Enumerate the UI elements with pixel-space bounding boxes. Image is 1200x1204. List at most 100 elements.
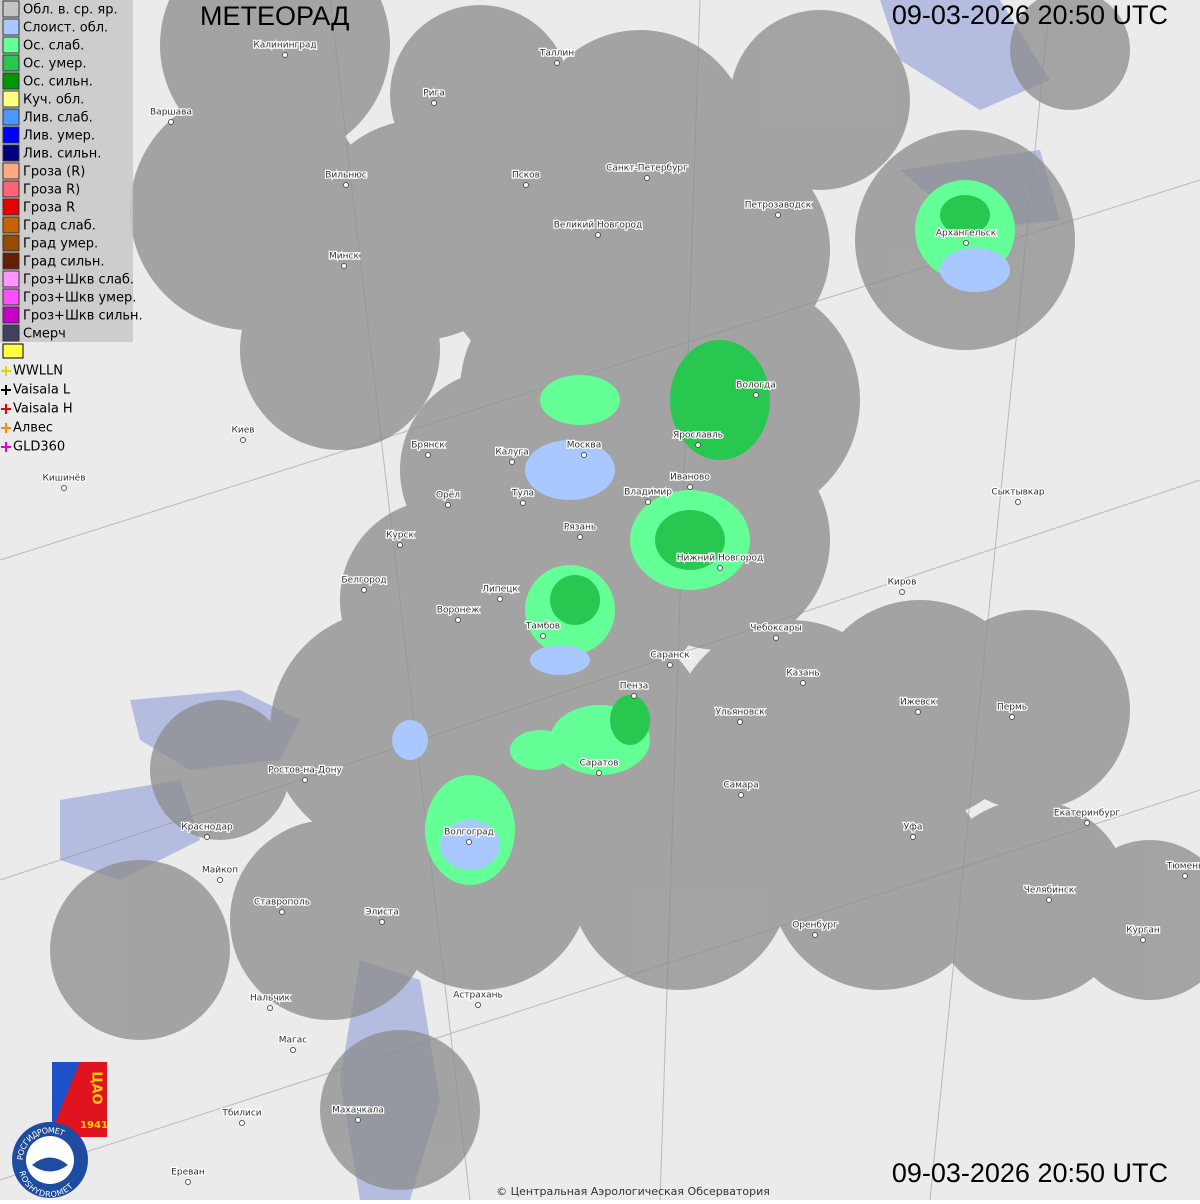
legend-label: Ос. слаб. [23,39,84,54]
legend-swatch [2,72,20,90]
city-dot [355,1117,361,1123]
legend-panel [0,0,133,342]
city-label: Варшава [150,108,192,118]
legend-swatch [2,18,20,36]
city-dot [899,589,905,595]
city-dot [509,459,515,465]
city-label: Минск [329,252,359,262]
legend-label: Ос. умер. [23,57,87,72]
city-label: Тамбов [525,622,560,632]
legend-label: Град слаб. [23,219,96,234]
city-label: Пермь [997,703,1027,713]
radar-circle [770,770,990,990]
legend-swatch [2,90,20,108]
city-label: Пенза [620,682,649,692]
lightning-label: GLD360 [13,440,65,455]
city-dot [581,452,587,458]
city-label: Магас [279,1036,308,1046]
city-dot [343,182,349,188]
city-label: Тула [511,489,534,499]
radar-circle [1010,0,1130,110]
precipitation [392,180,1015,885]
legend-swatch [2,234,20,252]
city-dot [773,635,779,641]
city-dot [290,1047,296,1053]
city-dot [204,834,210,840]
city-dot [1009,714,1015,720]
radar-circle [150,700,290,840]
city-dot [577,534,583,540]
legend-label: Гроз+Шкв сильн. [23,309,143,324]
city-label: Сыктывкар [991,488,1044,498]
city-dot [667,662,673,668]
city-label: Брянск [411,441,445,451]
city-label: Ростов-на-Дону [268,766,342,776]
city-label: Ижевск [900,698,937,708]
legend-swatch [2,198,20,216]
city-label: Уфа [904,823,923,833]
legend-label: Лив. слаб. [23,111,93,126]
city-label: Великий Новгород [554,221,643,231]
legend-label: Гроза (R) [23,165,85,180]
city-dot [425,452,431,458]
legend-swatch [2,162,20,180]
city-label: Краснодар [181,823,233,833]
legend-label: Гроз+Шкв умер. [23,291,136,306]
city-dot [800,680,806,686]
timestamp: 09-03-2026 20:50 UTC [892,0,1168,30]
city-label: Рязань [564,523,596,533]
city-dot [1182,873,1188,879]
legend-swatch [2,306,20,324]
lightning-icon [2,343,24,359]
city-dot [738,792,744,798]
city-dot [445,502,451,508]
city-label: Элиста [365,908,399,918]
city-label: Ярославль [673,431,723,441]
city-label: Киров [888,578,917,588]
city-dot [737,719,743,725]
cao-year: 1941 [80,1120,108,1131]
city-label: Тюмень [1166,862,1200,872]
city-dot [431,100,437,106]
city-label: Астрахань [453,991,503,1001]
legend-swatch [2,0,20,18]
city-dot [185,1179,191,1185]
legend: Обл. в. ср. яр. Слоист. обл. Ос. слаб. Ос. … [0,0,143,455]
legend-swatch [2,108,20,126]
legend-label: Слоист. обл. [23,21,108,36]
city-dot [910,834,916,840]
roshydromet-logo: РОСГИДРОМЕТ ROSHYDROMET [12,1122,88,1199]
city-label: Екатеринбург [1054,809,1120,819]
city-dot [217,877,223,883]
city-label: Вологда [736,381,775,391]
lightning-marker [1,404,11,414]
legend-label: Куч. обл. [23,93,84,108]
city-dot [279,909,285,915]
city-label: Липецк [482,585,518,595]
city-label: Курск [386,531,414,541]
city-label: Саратов [579,759,618,769]
legend-swatch [2,252,20,270]
radar-circle [1070,840,1200,1000]
city-label: Нижний Новгород [677,554,763,564]
city-label: Таллин [539,49,574,59]
city-label: Кишинёв [42,474,85,484]
city-dot [1015,499,1021,505]
legend-label: Гроза R [23,201,75,216]
legend-swatch [2,324,20,342]
city-label: Оренбург [792,921,838,931]
city-dot [540,633,546,639]
radar-circle [230,820,430,1020]
city-dot [1046,897,1052,903]
city-dot [717,565,723,571]
city-dot [61,485,67,491]
lightning-label: WWLLN [13,364,63,379]
lightning-marker [1,366,11,376]
city-label: Иваново [670,473,710,483]
city-dot [475,1002,481,1008]
city-dot [687,484,693,490]
city-label: Киев [231,426,254,436]
legend-label: Гроза R) [23,183,80,198]
city-dot [596,770,602,776]
